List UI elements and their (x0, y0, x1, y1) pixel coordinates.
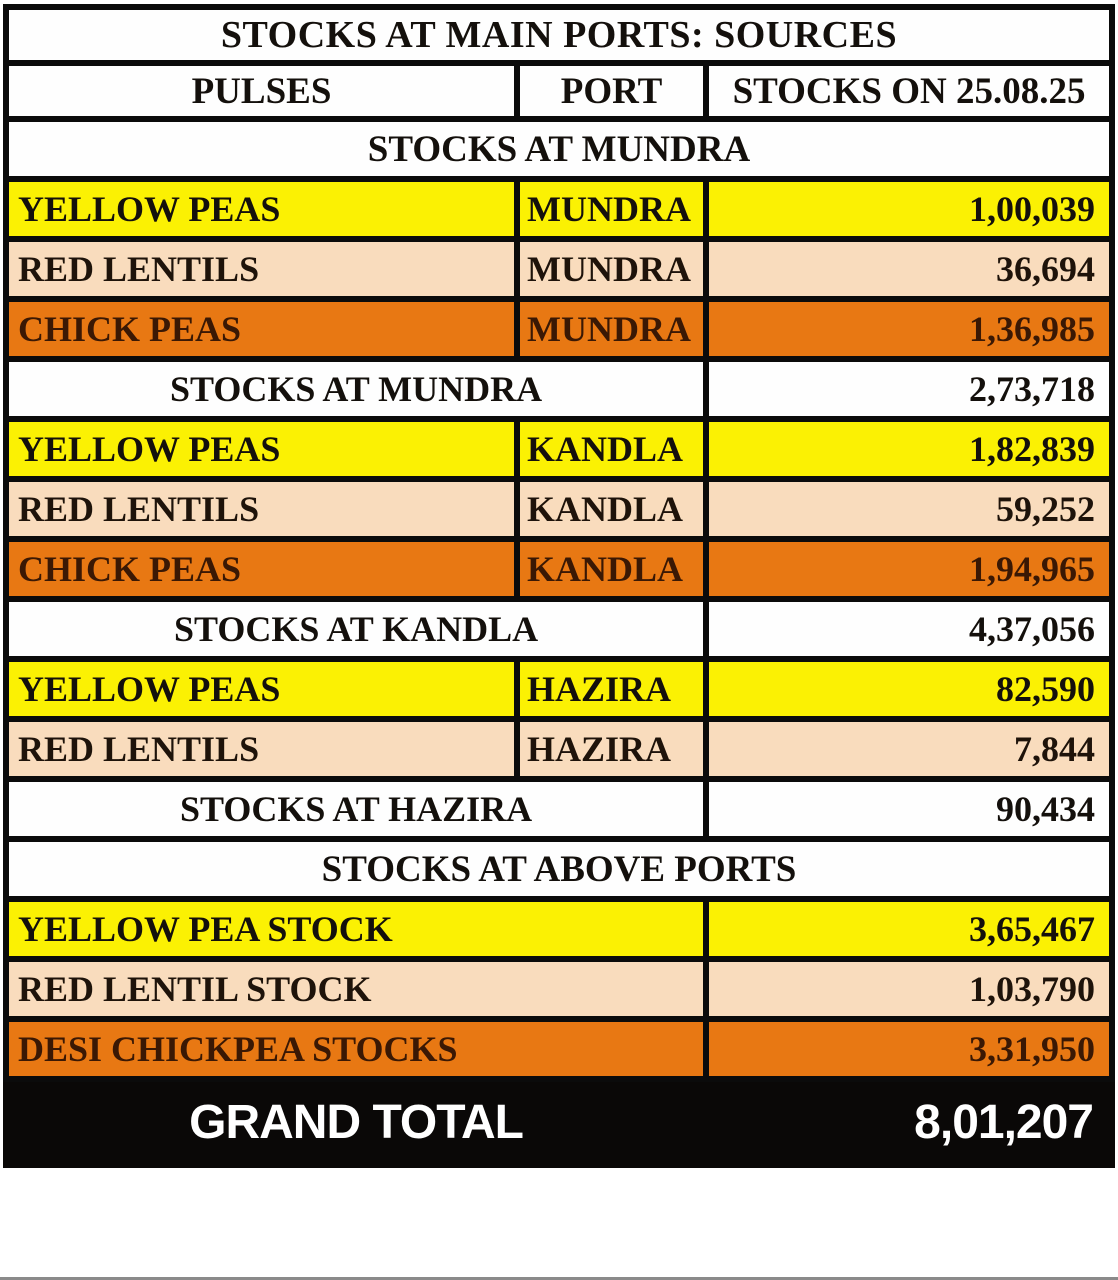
pulse-cell: YELLOW PEA STOCK (2, 896, 710, 962)
table-row: CHICK PEAS MUNDRA 1,36,985 (3, 296, 1115, 362)
subtotal-row: STOCKS AT HAZIRA 90,434 (2, 776, 1115, 842)
pulse-cell: RED LENTILS (3, 236, 520, 302)
value-cell: 1,36,985 (703, 296, 1115, 362)
subtotal-label: STOCKS AT KANDLA (2, 596, 710, 662)
table-row: YELLOW PEA STOCK 3,65,467 (2, 896, 1115, 962)
subtotal-row: STOCKS AT MUNDRA 2,73,718 (2, 356, 1115, 422)
port-cell: KANDLA (513, 476, 710, 542)
pulse-cell: YELLOW PEAS (3, 416, 520, 482)
section-header-label: STOCKS AT ABOVE PORTS (3, 836, 1115, 902)
port-cell: MUNDRA (513, 236, 710, 302)
subtotal-label: STOCKS AT HAZIRA (2, 776, 710, 842)
section-header-row: STOCKS AT MUNDRA (3, 116, 1115, 182)
value-cell: 1,82,839 (703, 416, 1115, 482)
port-cell: MUNDRA (513, 176, 710, 242)
port-cell: HAZIRA (513, 656, 710, 722)
value-cell: 1,03,790 (703, 956, 1115, 1022)
title-row: STOCKS AT MAIN PORTS: SOURCES (3, 4, 1115, 66)
pulse-cell: RED LENTIL STOCK (2, 956, 710, 1022)
port-cell: HAZIRA (513, 716, 710, 782)
table-row: RED LENTIL STOCK 1,03,790 (2, 956, 1115, 1022)
col-header-port: PORT (513, 60, 710, 122)
port-cell: KANDLA (513, 416, 710, 482)
table-body: STOCKS AT MUNDRA YELLOW PEAS MUNDRA 1,00,03… (2, 116, 1115, 1082)
column-header-row: PULSES PORT STOCKS ON 25.08.25 (3, 60, 1115, 122)
value-cell: 1,00,039 (703, 176, 1115, 242)
section-header-label: STOCKS AT MUNDRA (3, 116, 1115, 182)
table-row: RED LENTILS MUNDRA 36,694 (3, 236, 1115, 302)
table-row: RED LENTILS HAZIRA 7,844 (3, 716, 1115, 782)
grand-total-label: GRAND TOTAL (2, 1076, 710, 1168)
value-cell: 3,65,467 (703, 896, 1115, 962)
value-cell: 59,252 (703, 476, 1115, 542)
subtotal-value: 90,434 (703, 776, 1115, 842)
pulse-cell: RED LENTILS (3, 716, 520, 782)
pulse-cell: YELLOW PEAS (3, 176, 520, 242)
table-title: STOCKS AT MAIN PORTS: SOURCES (3, 4, 1115, 66)
table-row: YELLOW PEAS HAZIRA 82,590 (3, 656, 1115, 722)
pulse-cell: DESI CHICKPEA STOCKS (2, 1016, 710, 1082)
pulse-cell: CHICK PEAS (3, 296, 520, 362)
stocks-table: STOCKS AT MAIN PORTS: SOURCES PULSES POR… (2, 4, 1115, 1168)
grand-total-value: 8,01,207 (703, 1076, 1115, 1168)
section-header-row: STOCKS AT ABOVE PORTS (3, 836, 1115, 902)
pulse-cell: CHICK PEAS (3, 536, 520, 602)
subtotal-label: STOCKS AT MUNDRA (2, 356, 710, 422)
value-cell: 3,31,950 (703, 1016, 1115, 1082)
value-cell: 82,590 (703, 656, 1115, 722)
value-cell: 7,844 (703, 716, 1115, 782)
table-row: RED LENTILS KANDLA 59,252 (3, 476, 1115, 542)
table-row: YELLOW PEAS MUNDRA 1,00,039 (3, 176, 1115, 242)
subtotal-value: 2,73,718 (703, 356, 1115, 422)
subtotal-value: 4,37,056 (703, 596, 1115, 662)
pulse-cell: YELLOW PEAS (3, 656, 520, 722)
grand-total-row: GRAND TOTAL 8,01,207 (2, 1076, 1115, 1168)
table-row: DESI CHICKPEA STOCKS 3,31,950 (2, 1016, 1115, 1082)
col-header-stocks-date: STOCKS ON 25.08.25 (703, 60, 1115, 122)
col-header-pulses: PULSES (3, 60, 520, 122)
value-cell: 36,694 (703, 236, 1115, 302)
table-row: CHICK PEAS KANDLA 1,94,965 (3, 536, 1115, 602)
value-cell: 1,94,965 (703, 536, 1115, 602)
pulse-cell: RED LENTILS (3, 476, 520, 542)
port-cell: MUNDRA (513, 296, 710, 362)
port-cell: KANDLA (513, 536, 710, 602)
table-row: YELLOW PEAS KANDLA 1,82,839 (3, 416, 1115, 482)
subtotal-row: STOCKS AT KANDLA 4,37,056 (2, 596, 1115, 662)
